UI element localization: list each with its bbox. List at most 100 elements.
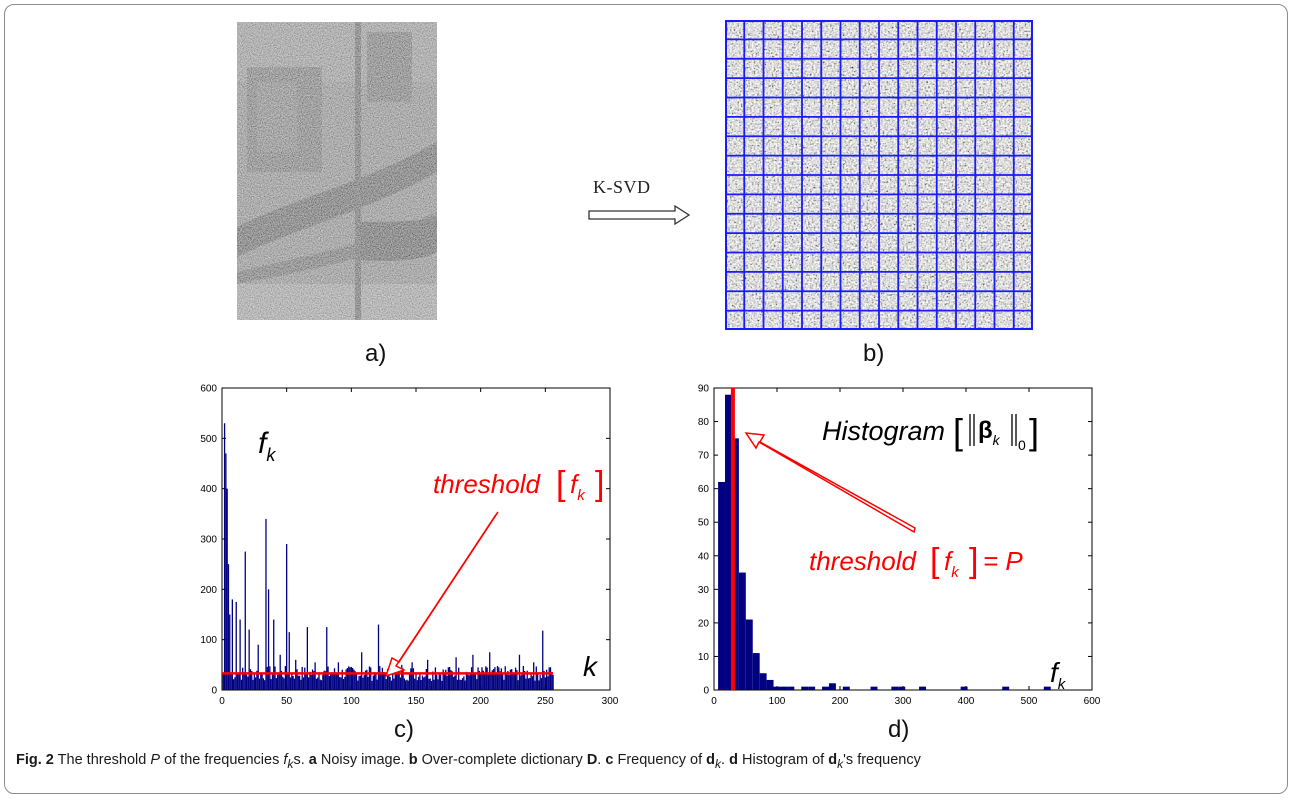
chart-c-bar xyxy=(463,676,465,690)
chart-c-bar xyxy=(456,679,459,690)
chart-c-bar xyxy=(248,629,250,690)
chart-c-bar xyxy=(551,671,553,690)
chart-c-bar xyxy=(450,670,452,690)
chart-d-xtick-label: 400 xyxy=(958,696,975,707)
chart-c-bar xyxy=(249,669,252,690)
chart-c-bar xyxy=(439,674,442,690)
chart-c-bar xyxy=(441,680,443,690)
chart-c-bar xyxy=(437,679,439,690)
chart-c-bar xyxy=(306,627,309,690)
chart-c-bar xyxy=(459,679,461,690)
chart-c-bar xyxy=(296,669,298,690)
chart-c-bar xyxy=(530,672,532,690)
chart-c-bar xyxy=(429,678,431,690)
chart-c-bar xyxy=(350,666,352,690)
chart-c-bar xyxy=(345,669,347,690)
chart-c-bar xyxy=(461,678,464,690)
chart-d-bar xyxy=(725,394,732,690)
chart-c-bar xyxy=(476,679,478,690)
chart-c-bar xyxy=(433,679,435,690)
chart-c-bar xyxy=(284,666,287,690)
chart-c-bar xyxy=(542,630,544,690)
chart-c-bar xyxy=(393,678,395,690)
chart-c-bar xyxy=(373,672,376,690)
chart-c-ytick-label: 0 xyxy=(211,686,217,697)
chart-c-bar xyxy=(395,670,398,690)
chart-c-bar xyxy=(240,679,243,690)
chart-c-bar xyxy=(485,666,487,690)
chart-c-fk-label: fk xyxy=(258,427,276,465)
chart-c-bar xyxy=(301,666,303,690)
chart-c-bar xyxy=(315,678,318,690)
chart-d-bracket-left-2: [ xyxy=(930,542,940,580)
chart-c-bar xyxy=(265,518,267,690)
chart-c-bar xyxy=(394,670,396,690)
chart-d-histogram-label: Histogram xyxy=(822,416,945,446)
chart-c-bar xyxy=(252,679,254,690)
caption-a-text: Noisy image. xyxy=(320,752,405,768)
chart-c-bar xyxy=(533,662,535,690)
chart-d-bar xyxy=(780,686,788,690)
chart-c-bar xyxy=(386,668,389,690)
chart-c-bar xyxy=(300,679,302,690)
chart-c-bar xyxy=(403,678,406,690)
chart-c-bar xyxy=(302,677,305,690)
chart-d-fk-label: fk xyxy=(1050,657,1067,693)
chart-c-bar xyxy=(491,670,493,690)
chart-c-bar xyxy=(487,674,490,690)
chart-c-bar xyxy=(349,667,351,690)
chart-c-bar xyxy=(297,675,299,690)
chart-c-bar xyxy=(417,676,420,690)
chart-c-bar xyxy=(262,678,265,690)
chart-c-bar xyxy=(289,677,292,690)
chart-c-bar xyxy=(337,662,340,690)
chart-c-bar xyxy=(239,619,241,690)
chart-c-bar xyxy=(469,672,471,690)
chart-c-bar xyxy=(368,666,371,690)
chart-c-bar xyxy=(309,671,311,690)
chart-c-bar xyxy=(292,675,294,690)
chart-c-bar xyxy=(428,678,430,690)
chart-c-bar xyxy=(416,680,418,690)
chart-c-bar xyxy=(388,667,390,690)
chart-c-threshold-label: threshold xyxy=(433,469,541,499)
chart-c-bar xyxy=(548,667,550,690)
chart-c-bar xyxy=(509,669,512,690)
chart-c-bar xyxy=(358,676,360,690)
chart-d-bar xyxy=(718,481,726,690)
chart-d-bar xyxy=(745,619,753,690)
chart-c-bar xyxy=(529,677,531,690)
chart-d-ytick-label: 20 xyxy=(698,618,710,629)
chart-d: 0 100 200 300 400 500 600 0 10 20 30 40 50 60 70 80 90 H… xyxy=(698,384,1101,708)
caption-d-text-1: Histogram of xyxy=(742,752,825,768)
dictionary-atoms xyxy=(725,20,1033,330)
chart-c-bar xyxy=(407,680,409,690)
chart-c-bar xyxy=(473,672,475,690)
chart-c-bar xyxy=(508,675,510,690)
chart-d-bar xyxy=(919,686,926,690)
chart-c-bar xyxy=(521,673,523,690)
chart-c-bar xyxy=(408,672,411,690)
chart-c-ytick-label: 300 xyxy=(200,535,217,546)
chart-c-bar xyxy=(275,678,277,690)
chart-c-bar xyxy=(513,674,515,690)
chart-c-bar xyxy=(500,668,503,690)
chart-c-bar xyxy=(503,679,505,690)
panel-label-d: d) xyxy=(888,716,910,743)
chart-c-bar xyxy=(227,564,230,690)
ksvd-arrow xyxy=(588,205,691,225)
chart-d-threshold-arg: fk xyxy=(944,546,960,581)
chart-d-bracket-right-2: ] xyxy=(969,542,978,580)
chart-c-bar xyxy=(424,676,426,690)
chart-c-bar xyxy=(539,675,541,690)
chart-d-ytick-label: 90 xyxy=(698,384,710,395)
chart-c: 0 50 100 150 200 250 300 0 100 200 300 400 500 600 fk… xyxy=(200,384,618,708)
chart-c-bar xyxy=(288,632,290,690)
chart-c-xtick-label: 150 xyxy=(408,696,425,707)
chart-d-bar xyxy=(759,673,767,690)
chart-d-bar xyxy=(766,679,774,690)
caption-b-key: b xyxy=(408,752,418,768)
chart-c-bar xyxy=(507,671,509,690)
chart-c-bar xyxy=(389,676,391,690)
chart-c-bar xyxy=(254,677,257,690)
